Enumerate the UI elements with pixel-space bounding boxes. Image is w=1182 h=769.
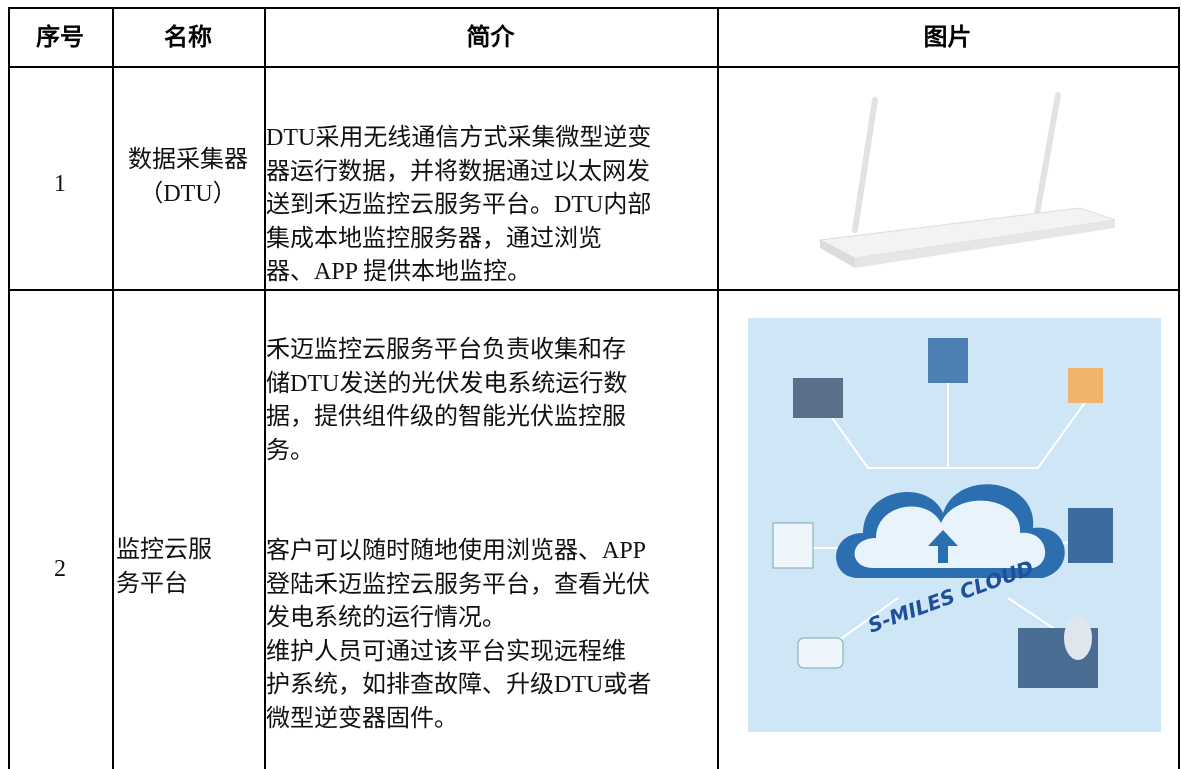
name-line: 务平台 [116, 570, 188, 597]
text-line: 护系统，如排查故障、升级DTU或者 [266, 672, 652, 698]
text-line: 集成本地监控服务器，通过浏览 [266, 225, 602, 252]
name: 监控云服 务平台 [116, 534, 212, 601]
number: 1 [54, 171, 66, 197]
text-line: 器、APP 提供本地监控。 [266, 259, 532, 285]
router-image [780, 80, 1140, 280]
rule [8, 289, 1180, 291]
number: 2 [54, 556, 66, 582]
rule [8, 7, 10, 769]
text-line: 禾迈监控云服务平台负责收集和存 [266, 337, 626, 363]
text-line: 器运行数据，并将数据通过以太网发 [266, 158, 650, 185]
header-cell: 简介 [466, 23, 515, 51]
intro: DTU采用无线通信方式采集微型逆变 器运行数据，并将数据通过以太网发 送到禾迈监控云… [266, 122, 651, 290]
paragraph: 禾迈监控云服务平台负责收集和存 储DTU发送的光伏发电系统运行数 据，提供组件级的智… [266, 334, 651, 468]
text-line: 登陆禾迈监控云服务平台，查看光伏 [266, 571, 650, 598]
text-line: 客户可以随时随地使用浏览器、APP [266, 538, 647, 564]
paragraph: DTU采用无线通信方式采集微型逆变 器运行数据，并将数据通过以太网发 送到禾迈监控云… [266, 122, 651, 290]
text-line: DTU采用无线通信方式采集微型逆变 [266, 125, 652, 151]
text-line: 维护人员可通过该平台实现远程维 [266, 638, 626, 665]
name-line: （DTU） [139, 180, 237, 207]
text-line: 据，提供组件级的智能光伏监控服 [266, 404, 626, 430]
rule [8, 7, 1180, 9]
rule [112, 7, 114, 769]
paragraph: 客户可以随时随地使用浏览器、APP 登陆禾迈监控云服务平台，查看光伏 发电系统的运行… [266, 535, 651, 636]
rule [717, 7, 719, 769]
text-line: 储DTU发送的光伏发电系统运行数 [266, 370, 628, 397]
header-cell: 名称 [164, 23, 212, 51]
header-cell: 图片 [923, 23, 972, 51]
text-line: 微型逆变器固件。 [266, 705, 458, 732]
text-line: 送到禾迈监控云服务平台。DTU内部 [266, 192, 652, 218]
name-line: 监控云服 [116, 537, 212, 563]
name-line: 数据采集器 [128, 147, 248, 173]
intro: 禾迈监控云服务平台负责收集和存 储DTU发送的光伏发电系统运行数 据，提供组件级的智… [266, 334, 651, 736]
paragraph: 维护人员可通过该平台实现远程维 护系统，如排查故障、升级DTU或者 微型逆变器固件。 [266, 636, 651, 737]
cloud-image: S-MILES CLOUD [748, 318, 1161, 732]
name: 数据采集器 （DTU） [112, 144, 264, 211]
text-line: 发电系统的运行情况。 [266, 605, 506, 631]
text-line: 务。 [266, 437, 314, 464]
rule [1178, 7, 1180, 769]
header-cell: 序号 [36, 23, 84, 51]
rule [264, 7, 266, 769]
rule [8, 66, 1180, 68]
